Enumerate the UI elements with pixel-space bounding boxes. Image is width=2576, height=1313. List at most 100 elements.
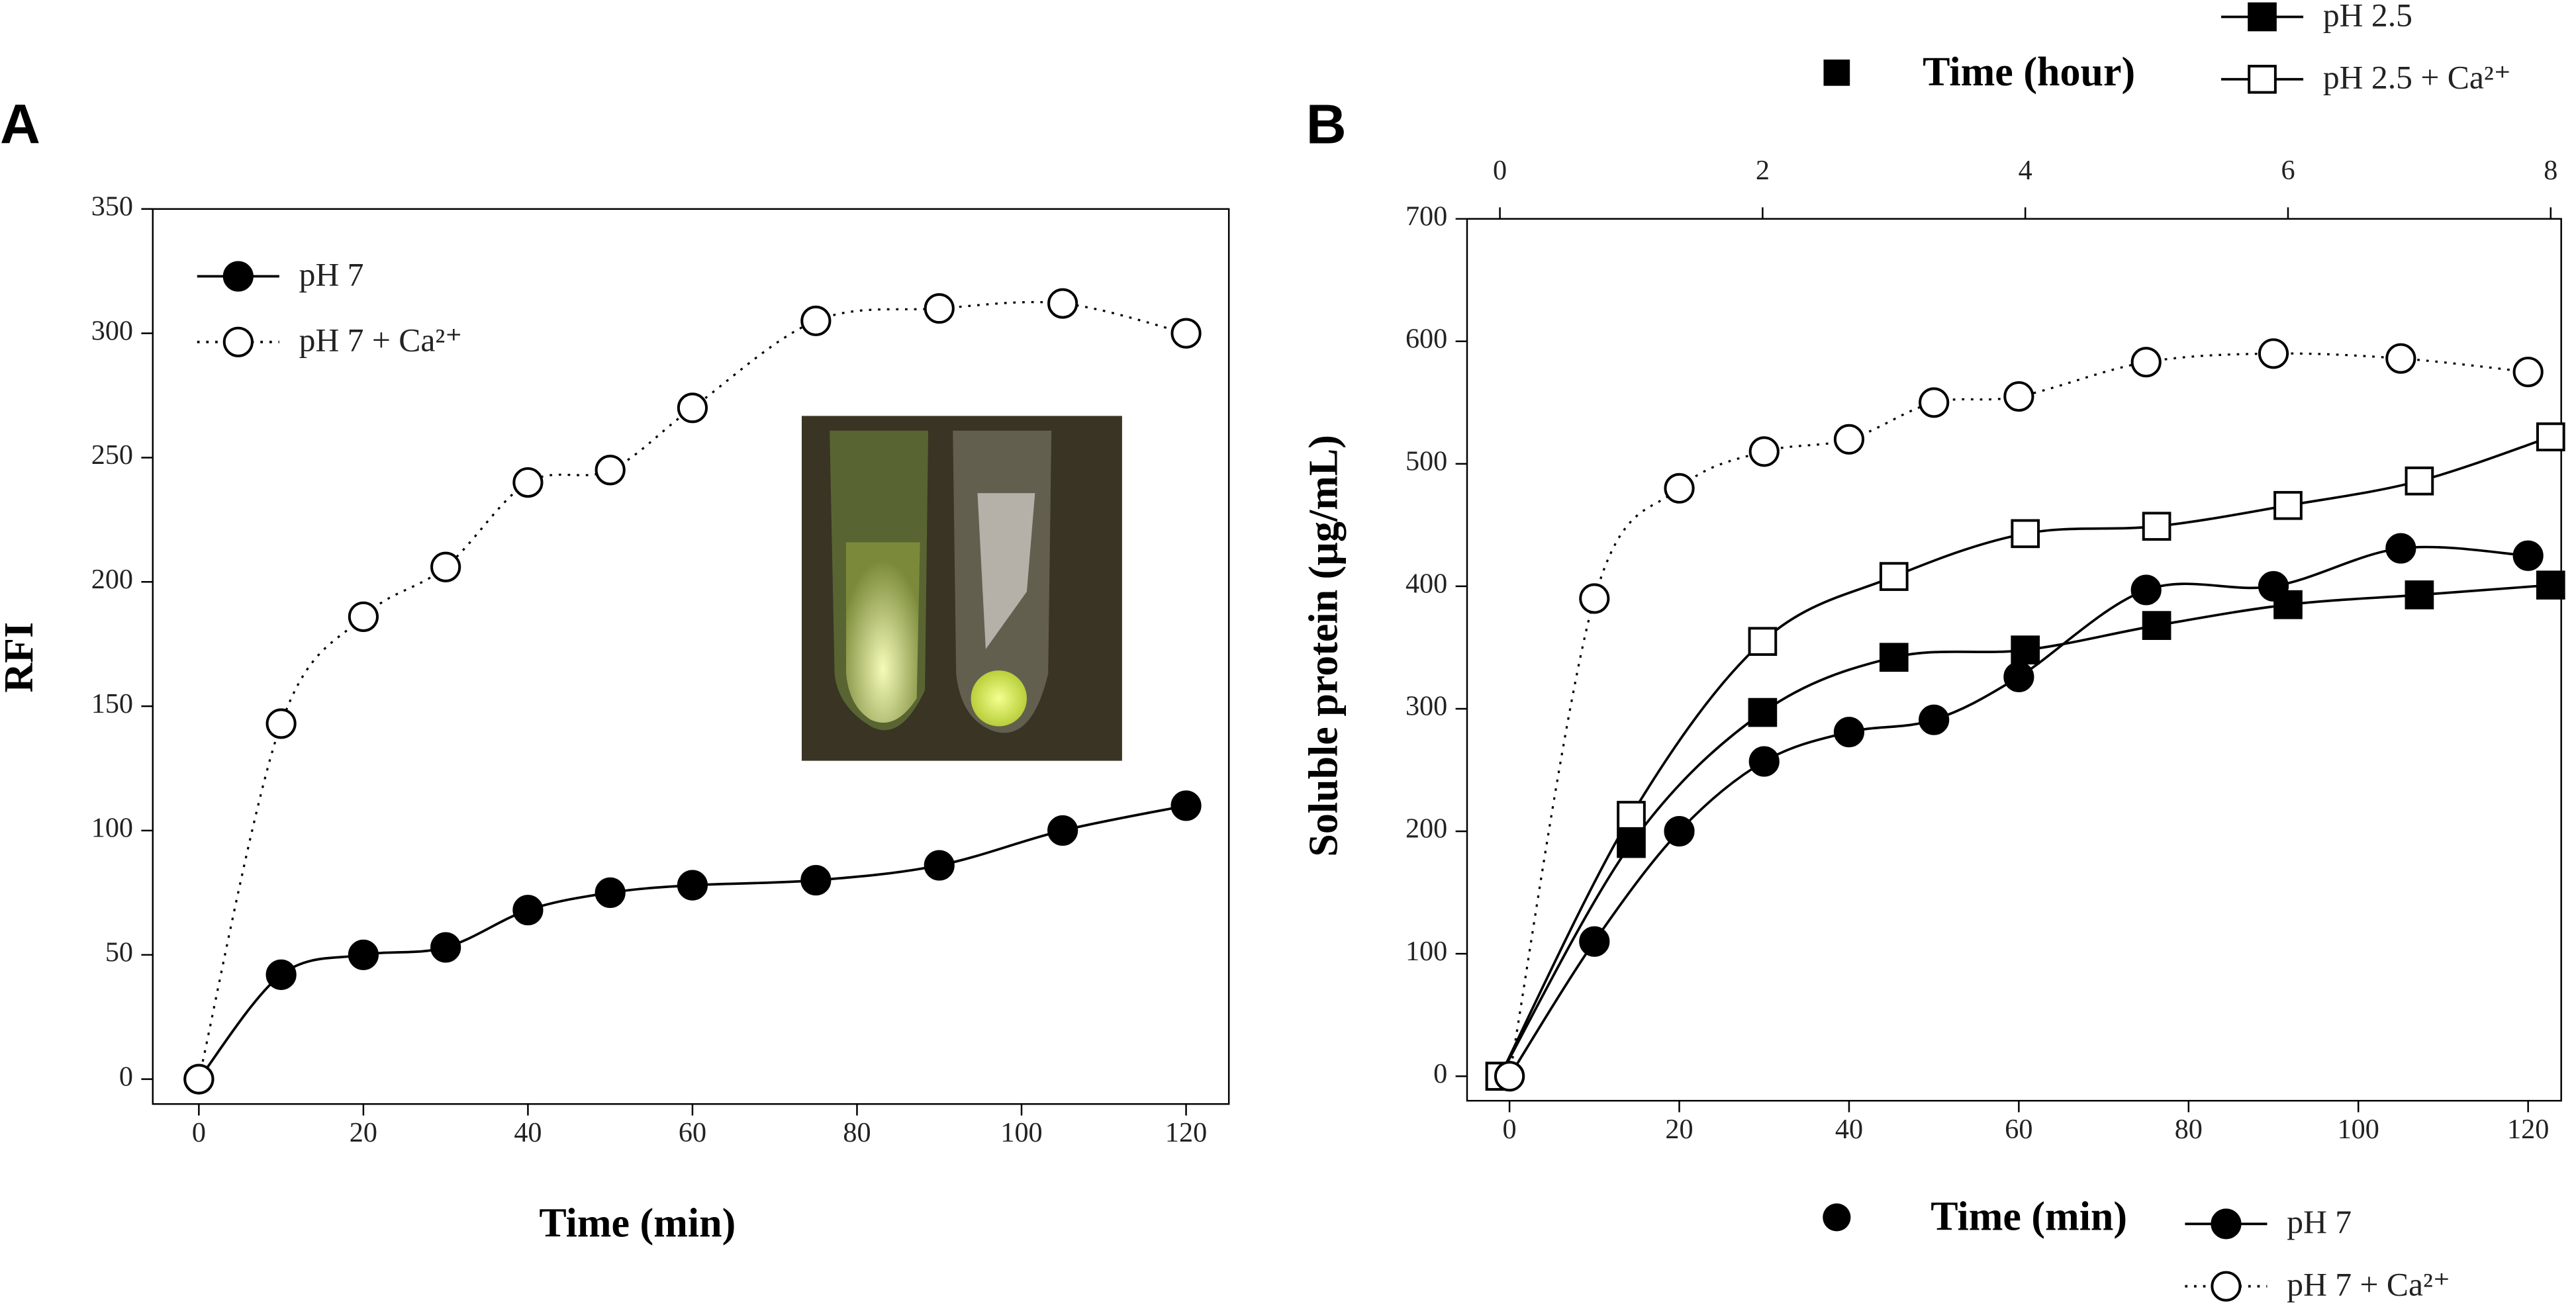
legend-label: pH 7 [299,256,364,293]
legend-marker [2211,1271,2242,1302]
marker [1047,288,1078,319]
x-tick-label: 20 [1665,1114,1693,1145]
y-tick-label: 200 [1406,813,1447,844]
y-tick-label: 250 [91,439,133,471]
legend-label: pH 2.5 + Ca²⁺ [2323,60,2511,96]
legend-label: pH 7 + Ca²⁺ [299,322,463,359]
x-tick-label: 120 [1165,1117,1207,1148]
marker [1579,583,1610,614]
marker [2142,512,2171,541]
marker [2130,574,2162,606]
marker [2011,635,2040,664]
y-tick-label: 500 [1406,446,1447,477]
marker [1748,627,1778,656]
marker [2273,590,2303,619]
series-line [1508,352,2528,1077]
legend-label: pH 7 [2287,1204,2352,1240]
marker [2536,570,2565,600]
marker [2258,338,2289,369]
y-tick-label: 300 [1406,691,1447,722]
x-tick-label: 100 [1000,1117,1042,1148]
marker [2512,356,2544,388]
x-tick-label: 60 [679,1117,706,1148]
x-tick-label: 0 [192,1117,206,1148]
y-axis-title: Soluble protein (µg/mL) [1301,435,1346,857]
marker [265,708,297,739]
marker [2273,490,2303,520]
y-tick-label: 100 [1406,936,1447,967]
y-axis-title: RFI [0,622,42,693]
marker [2258,570,2289,602]
x-tick-label: 0 [1503,1114,1517,1145]
x-tick-label: 80 [843,1117,871,1148]
marker [677,870,708,901]
marker [677,392,708,424]
marker [1919,387,1950,418]
marker [2405,466,2434,496]
y-tick-label: 700 [1406,201,1447,232]
x-axis-title: Time (min) [1931,1195,2127,1240]
y-tick-label: 300 [91,315,133,346]
marker [1170,318,1202,349]
marker [1748,746,1780,777]
marker [1047,815,1078,846]
marker [2011,519,2040,549]
x-tick-label: 60 [2005,1114,2032,1145]
marker [2536,422,2565,451]
x-tick-label: 40 [514,1117,542,1148]
legend-marker [2248,64,2277,94]
marker [1664,815,1695,847]
y-tick-label: 150 [91,688,133,719]
legend-marker [222,261,254,292]
marker [1879,643,1909,672]
marker [1919,704,1950,735]
axis-key [1823,1203,1851,1232]
y-tick-label: 0 [1433,1058,1447,1089]
axis-key [1823,59,1850,86]
marker [1170,790,1202,821]
marker [1833,717,1865,748]
marker [512,895,544,926]
marker [800,305,832,336]
marker [2385,533,2416,564]
marker [1748,436,1780,467]
x-axis-title: Time (min) [539,1201,736,1246]
marker [2003,661,2034,692]
plot-frame [152,208,1230,1105]
panel-label: B [1306,93,1347,155]
legend-label: pH 2.5 [2323,0,2412,33]
x2-tick-label: 0 [1493,155,1507,186]
x2-tick-label: 4 [2019,155,2032,186]
marker [2003,381,2034,412]
marker [1879,562,1909,591]
x2-tick-label: 6 [2281,155,2295,186]
y-tick-label: 100 [91,813,133,844]
marker [183,1064,215,1095]
marker [595,455,626,486]
x2-tick-label: 2 [1756,155,1770,186]
panel-label: A [0,93,40,155]
marker [512,467,544,498]
marker [2142,611,2171,640]
y-tick-label: 350 [91,191,133,222]
x2-axis-title: Time (hour) [1923,50,2135,95]
marker [2512,540,2544,571]
x-tick-label: 80 [2175,1114,2203,1145]
y-tick-label: 200 [91,564,133,595]
legend-marker [2211,1208,2242,1240]
marker [265,959,297,990]
marker [430,551,461,582]
plot-frame [1466,218,2562,1102]
y-tick-label: 0 [119,1061,133,1092]
marker [430,932,461,963]
marker [348,939,379,970]
marker [1748,698,1778,727]
series-line [197,804,1186,1080]
y-tick-label: 50 [105,936,133,968]
legend-marker [222,326,254,357]
series-line [1508,545,2528,1077]
marker [1617,829,1646,858]
x2-tick-label: 8 [2544,155,2557,186]
